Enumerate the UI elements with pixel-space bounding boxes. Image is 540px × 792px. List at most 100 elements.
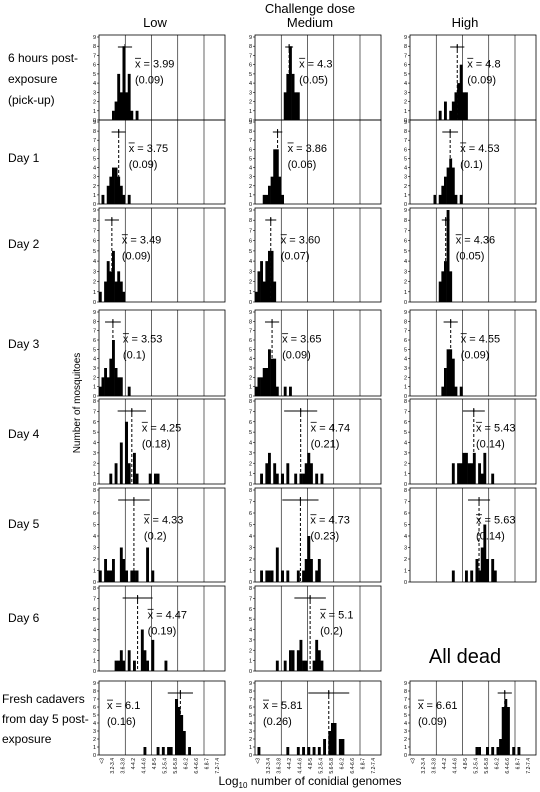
histogram-bar (169, 747, 173, 755)
histogram-bar (119, 281, 123, 302)
histogram-bar (127, 650, 131, 671)
histogram-bar (270, 570, 274, 582)
x-tick-label: 4.8-5 (308, 758, 314, 770)
y-tick-label: 9 (93, 310, 96, 316)
panel-r6-c0: 0 1 2 3 4 5 6 7 8 x = 4.47 (0.19) (93, 585, 226, 675)
histogram-bar (125, 92, 129, 120)
se-value-label: (0.09) (282, 350, 311, 362)
y-tick-label: 3 (93, 451, 96, 457)
se-value-label: (0.09) (461, 350, 490, 362)
panel-frame (254, 207, 382, 303)
y-tick-label: 2 (93, 184, 96, 190)
se-value-label: (0.05) (456, 251, 485, 263)
y-tick-label: 0 (93, 580, 96, 586)
histogram-bar (478, 747, 482, 755)
y-tick-label: 3 (249, 175, 252, 181)
histogram-bar (323, 739, 327, 755)
y-tick-label: 7 (404, 500, 407, 506)
y-tick-label: 7 (93, 409, 96, 415)
histogram-bar (117, 271, 121, 302)
x-axis-label-subscript: 10 (239, 781, 248, 790)
mean-value-label: x = 4.55 (461, 334, 500, 346)
y-tick-label: 5 (249, 72, 252, 78)
se-value-label: (0.05) (299, 74, 328, 86)
panels-group: 0 1 2 3 4 5 6 7 8 9 x = 3.99 (0.09) 0 1 2 3 4 5 6 7 8 9 x = 4.… (93, 34, 537, 774)
histogram-bar (130, 570, 134, 582)
y-tick-label: 2 (404, 461, 407, 467)
histogram-bar (317, 747, 321, 755)
panel-r1-c1: 0 1 2 3 4 5 6 7 8 9 x = 3.86 (0.06) (249, 119, 382, 208)
panel-frame (98, 487, 226, 583)
histogram-bar (304, 463, 308, 484)
y-tick-label: 8 (249, 319, 252, 325)
y-tick-label: 1 (93, 290, 96, 296)
histogram-bar (117, 377, 121, 396)
y-tick-label: 0 (93, 669, 96, 675)
se-value-label: (0.09) (129, 159, 158, 171)
row-label-6h-line2: exposure (8, 72, 58, 86)
y-tick-label: 6 (93, 239, 96, 245)
panel-r2-c0: 0 1 2 3 4 5 6 7 8 9 x = 3.49 (0.09) (93, 207, 226, 306)
y-tick-label: 4 (93, 357, 96, 363)
histogram-bar (117, 660, 121, 671)
histogram-bar (467, 463, 471, 484)
histogram-bar (265, 261, 269, 302)
histogram-bar (254, 291, 258, 302)
y-tick-label: 8 (404, 218, 407, 224)
histogram-bar (275, 547, 279, 582)
histogram-bar (464, 92, 468, 120)
y-tick-label: 8 (249, 488, 252, 494)
histogram-bar (451, 463, 455, 484)
y-tick-label: 8 (249, 399, 252, 405)
mean-value-label: x = 3.60 (281, 235, 320, 247)
histogram-bar (341, 739, 345, 755)
y-tick-label: 5 (404, 523, 407, 529)
y-tick-label: 1 (93, 472, 96, 478)
y-tick-label: 6 (249, 511, 252, 517)
y-tick-label: 7 (404, 329, 407, 335)
histogram-bar (98, 291, 102, 302)
y-tick-label: 8 (249, 129, 252, 135)
histogram-bar (262, 194, 266, 204)
histogram-bar (262, 281, 266, 302)
histogram-bar (451, 570, 455, 582)
histogram-bar (457, 463, 461, 484)
panel-frame (409, 680, 537, 756)
y-tick-label: 6 (404, 705, 407, 711)
panel-r0-c1: 0 1 2 3 4 5 6 7 8 9 x = 4.3 (0.05) (249, 34, 382, 124)
histogram-bar (122, 291, 126, 302)
histogram-bar (302, 660, 306, 671)
y-tick-label: 8 (404, 689, 407, 695)
histogram-bar (443, 368, 447, 396)
y-tick-label: 2 (93, 737, 96, 743)
histogram-bar (278, 176, 282, 204)
histogram-bar (119, 377, 123, 396)
y-tick-label: 7 (93, 500, 96, 506)
y-tick-label: 0 (93, 394, 96, 400)
histogram-bar (273, 358, 277, 396)
y-tick-label: 5 (93, 430, 96, 436)
y-tick-label: 7 (93, 53, 96, 59)
histogram-bar (478, 570, 482, 582)
y-tick-label: 0 (404, 202, 407, 208)
row-label-day3: Day 3 (8, 337, 40, 351)
histogram-bar (449, 110, 453, 120)
histogram-bar (291, 73, 295, 120)
histogram-bar (485, 559, 489, 582)
y-tick-label: 9 (93, 120, 96, 126)
y-tick-label: 1 (93, 109, 96, 115)
histogram-bar (491, 559, 495, 582)
y-tick-label: 6 (93, 705, 96, 711)
x-tick-label: 6.4-6.6 (194, 758, 200, 774)
se-value-label: (0.23) (310, 531, 339, 543)
x-tick-label: 3.6-3.8 (432, 758, 438, 774)
y-tick-label: 2 (93, 100, 96, 106)
mean-value-label: x = 5.1 (320, 609, 353, 621)
histogram-bar (315, 570, 319, 582)
se-value-label: (0.09) (418, 716, 447, 728)
histogram-bar (304, 660, 308, 671)
y-tick-label: 5 (404, 72, 407, 78)
x-tick-label: 7.2-7.4 (526, 758, 532, 774)
histogram-bar (161, 747, 165, 755)
mean-value-label: x = 6.1 (107, 700, 140, 712)
